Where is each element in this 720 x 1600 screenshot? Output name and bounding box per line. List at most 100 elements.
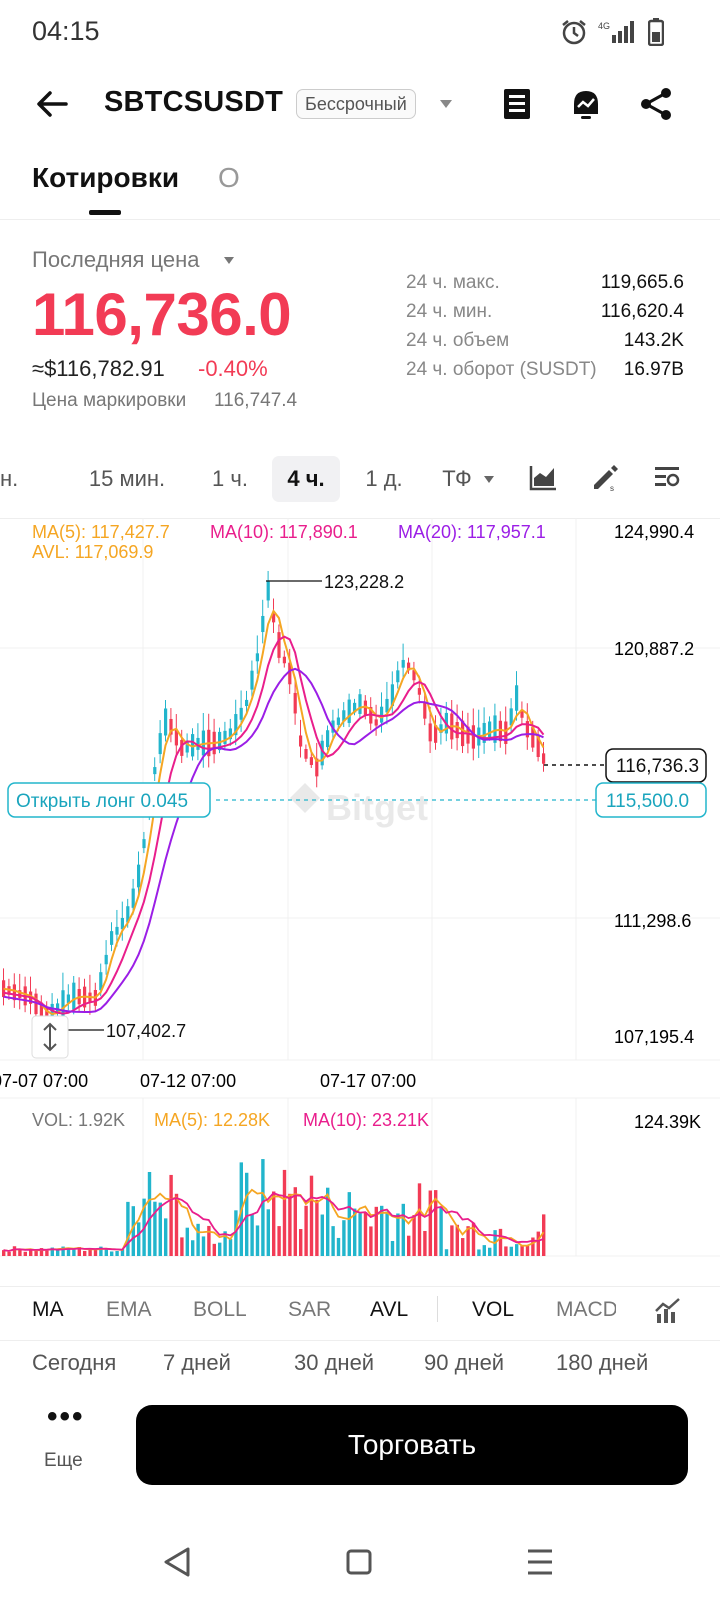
- volume-bar: [207, 1225, 211, 1256]
- indicator-macd[interactable]: MACD: [556, 1298, 616, 1321]
- candlestick-chart[interactable]: Bitget MA(5): 117,427.7 MA(10): 117,890.…: [0, 518, 720, 1288]
- volume-bar: [531, 1237, 535, 1256]
- divider: [0, 1286, 720, 1287]
- timeframe-item[interactable]: 1 д.: [365, 466, 403, 491]
- chart-type-icon[interactable]: [528, 462, 558, 492]
- timeframe-more[interactable]: ТФ: [442, 466, 472, 491]
- volume-bar: [315, 1200, 319, 1256]
- last-price: 116,736.0: [32, 281, 292, 348]
- volume-bar: [201, 1236, 206, 1256]
- volume-bar: [374, 1206, 378, 1256]
- status-time: 04:15: [32, 16, 100, 46]
- timeframe-item-active[interactable]: 4 ч.: [272, 456, 340, 502]
- candle: [228, 718, 232, 746]
- draw-tool-icon[interactable]: s: [590, 462, 620, 492]
- volume-bar: [520, 1245, 524, 1256]
- symbol-title[interactable]: SBTCSUSDT: [104, 86, 284, 118]
- divider: [0, 219, 720, 220]
- volume-bar: [110, 1251, 114, 1256]
- candle: [266, 570, 270, 608]
- more-icon[interactable]: •••: [47, 1400, 85, 1433]
- indicator-sar[interactable]: SAR: [288, 1298, 332, 1321]
- period-180d[interactable]: 180 дней: [556, 1350, 649, 1375]
- last-price-label[interactable]: Последняя цена: [32, 247, 200, 272]
- candle: [407, 657, 411, 674]
- indicator-boll[interactable]: BOLL: [193, 1298, 247, 1321]
- share-icon[interactable]: [636, 84, 676, 124]
- volume-bar: [45, 1250, 49, 1256]
- indicator-vol[interactable]: VOL: [472, 1298, 515, 1321]
- volume-bar: [455, 1224, 459, 1256]
- volume-bar: [412, 1215, 416, 1256]
- volume-bar: [115, 1251, 119, 1256]
- volume-bar: [77, 1247, 81, 1256]
- divider: [0, 1340, 720, 1341]
- volume-bar: [515, 1244, 519, 1256]
- book-icon[interactable]: [498, 84, 538, 124]
- resize-arrows-icon[interactable]: [43, 1022, 57, 1052]
- volume-bar: [299, 1229, 303, 1256]
- volume-y-label: 124.39K: [634, 1112, 701, 1132]
- alert-bell-icon[interactable]: [566, 84, 606, 124]
- candle: [255, 635, 259, 674]
- nav-home-icon[interactable]: [346, 1549, 372, 1575]
- timeframe-item[interactable]: н.: [0, 466, 19, 491]
- candle: [196, 723, 200, 761]
- nav-menu-icon[interactable]: [528, 1549, 552, 1575]
- back-arrow-icon[interactable]: [32, 84, 72, 124]
- caret-down-icon[interactable]: [224, 257, 234, 264]
- indicator-ema[interactable]: EMA: [106, 1298, 152, 1321]
- volume-bar: [358, 1213, 362, 1256]
- stat-label: 24 ч. макс.: [406, 272, 500, 293]
- volume-bar: [153, 1201, 157, 1256]
- indicator-avl[interactable]: AVL: [370, 1298, 409, 1321]
- chart-settings-icon[interactable]: [652, 462, 682, 492]
- volume-bar: [288, 1193, 292, 1256]
- svg-text:Bitget: Bitget: [326, 787, 428, 828]
- volume-bar: [61, 1246, 65, 1256]
- volume-bar: [417, 1183, 422, 1256]
- x-axis-label: 07-12 07:00: [140, 1071, 236, 1091]
- divider: [437, 1296, 438, 1322]
- volume-bar: [336, 1237, 341, 1256]
- open-long-order-label[interactable]: Открыть лонг 0.045: [16, 791, 188, 812]
- volume-bar: [439, 1206, 443, 1256]
- more-label[interactable]: Еще: [44, 1450, 83, 1471]
- candle: [396, 661, 400, 689]
- candle: [234, 699, 238, 746]
- tab-quotes[interactable]: Котировки: [32, 162, 180, 193]
- period-7d[interactable]: 7 дней: [163, 1350, 231, 1375]
- stat-label: 24 ч. оборот (SUSDT): [406, 359, 597, 380]
- volume-bar: [99, 1246, 103, 1256]
- candle: [88, 974, 92, 1015]
- tab-about[interactable]: О: [218, 162, 240, 193]
- candle: [164, 699, 168, 742]
- timeframe-item[interactable]: 1 ч.: [212, 466, 248, 491]
- caret-down-icon[interactable]: [484, 476, 494, 483]
- candle: [153, 757, 157, 781]
- candle: [461, 710, 465, 753]
- status-icons: 4G: [560, 18, 664, 46]
- candle: [158, 720, 162, 764]
- nav-back-icon[interactable]: [164, 1547, 190, 1577]
- trade-button[interactable]: Торговать: [136, 1405, 688, 1485]
- signal-icon: 4G: [598, 21, 634, 43]
- chevron-down-icon[interactable]: [440, 100, 452, 108]
- candle: [137, 851, 141, 897]
- indicator-settings-icon[interactable]: [654, 1297, 682, 1325]
- volume-bar: [66, 1248, 71, 1256]
- period-90d[interactable]: 90 дней: [424, 1350, 505, 1375]
- indicator-ma[interactable]: MA: [32, 1298, 64, 1321]
- volume-bar: [444, 1249, 449, 1256]
- timeframe-item[interactable]: 15 мин.: [88, 466, 166, 491]
- candle: [66, 984, 70, 1011]
- candle: [169, 708, 173, 743]
- contract-type-badge[interactable]: Бессрочный: [296, 89, 416, 119]
- candle: [304, 744, 308, 762]
- open-long-order[interactable]: [7, 782, 211, 818]
- candle: [482, 707, 486, 754]
- volume-bar: [34, 1250, 38, 1256]
- period-today[interactable]: Сегодня: [32, 1350, 117, 1375]
- volume-bar: [407, 1235, 411, 1256]
- period-30d[interactable]: 30 дней: [294, 1350, 375, 1375]
